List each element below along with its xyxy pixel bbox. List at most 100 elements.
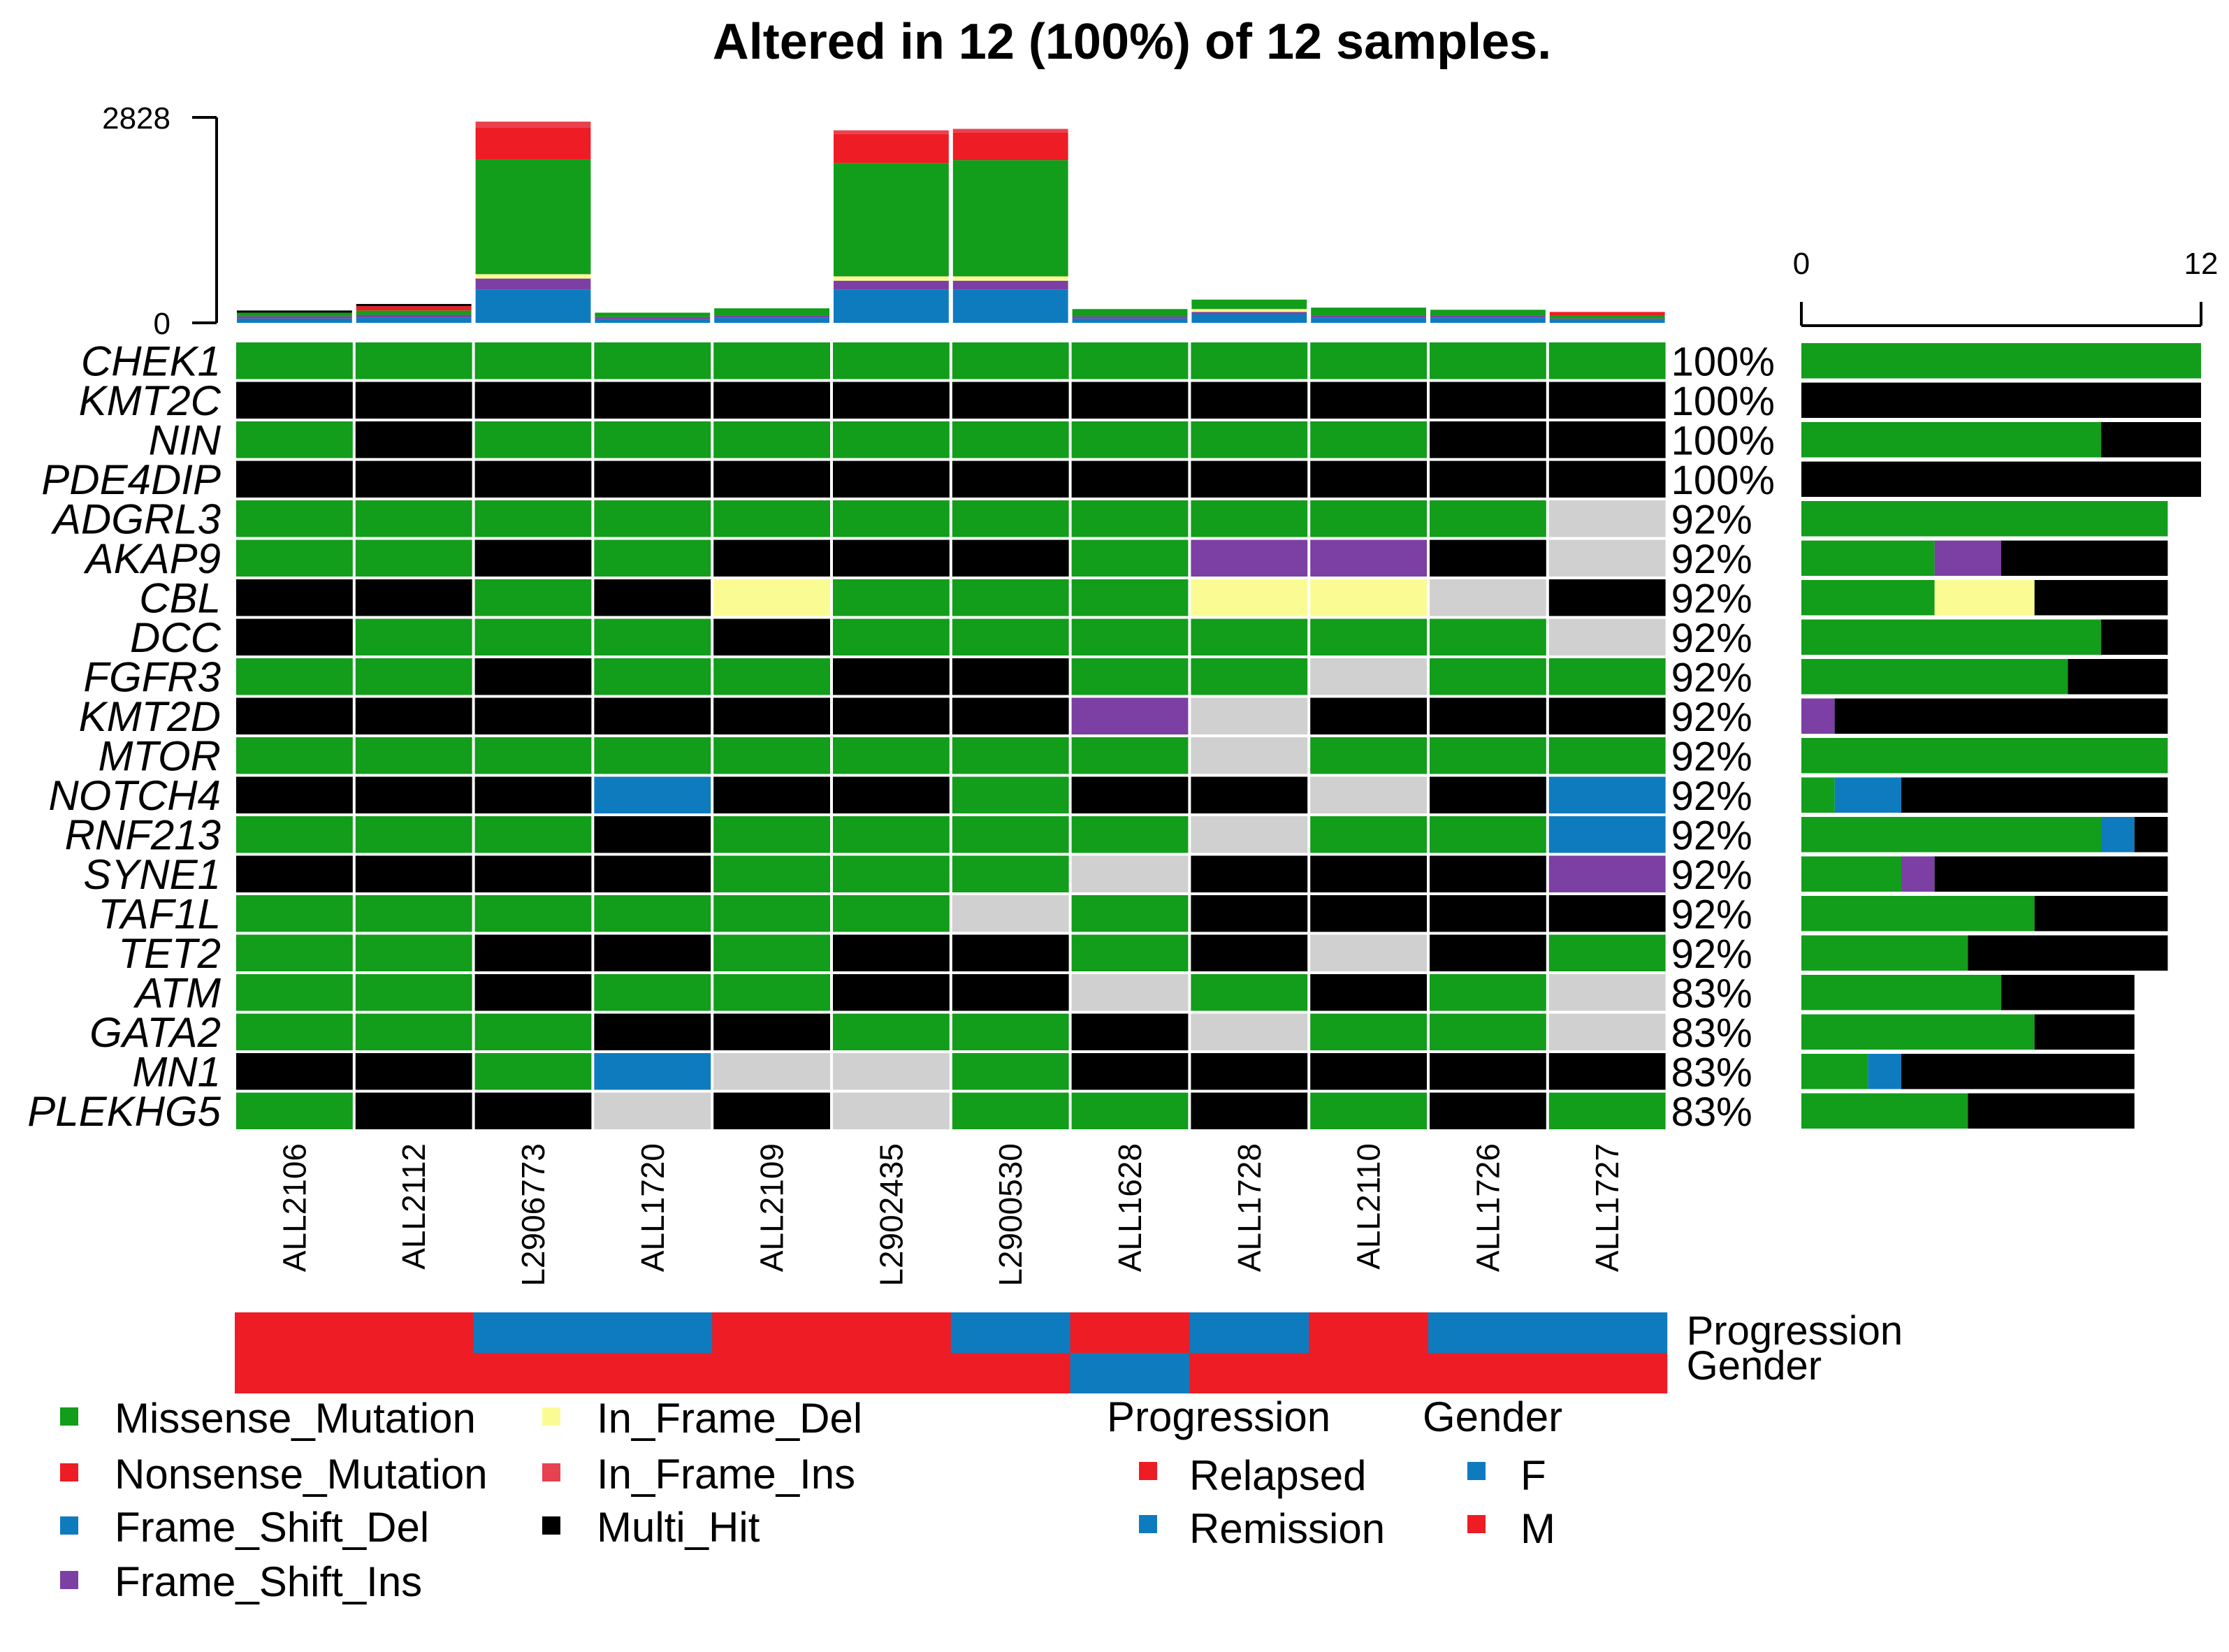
gene-bar-syne1-mh xyxy=(1934,856,2168,892)
cell-chek1-all1728 xyxy=(1191,342,1308,379)
cell-mn1-l2902435 xyxy=(833,1053,950,1090)
tmb-bar-all2112-fsi xyxy=(356,314,472,318)
gene-label-taf1l: TAF1L xyxy=(98,890,221,937)
tmb-axis: 2828 0 xyxy=(102,101,218,341)
tmb-bar-l2900530-fsd xyxy=(952,289,1068,323)
cell-atm-all2109 xyxy=(713,974,830,1011)
sample-label-all1727: ALL1727 xyxy=(1589,1143,1625,1272)
cell-tet2-all2112 xyxy=(355,934,472,971)
cell-atm-all2112 xyxy=(355,974,472,1011)
cell-tet2-l2902435 xyxy=(833,934,950,971)
tmb-bar-l2900530-ns xyxy=(952,132,1068,161)
gene-label-fgfr3: FGFR3 xyxy=(83,653,221,700)
cell-cbl-all1728 xyxy=(1191,579,1308,616)
percentage-label-mn1: 83% xyxy=(1671,1050,1752,1095)
cell-tet2-all2109 xyxy=(713,934,830,971)
cell-notch4-all2112 xyxy=(355,776,472,813)
percentage-label-kmt2c: 100% xyxy=(1671,379,1775,424)
tmb-bar-l2906773-ms xyxy=(475,159,591,275)
gene-label-mtor: MTOR xyxy=(98,732,221,779)
cell-chek1-l2900530 xyxy=(952,342,1069,379)
cell-rnf213-all1726 xyxy=(1430,816,1546,853)
gene-label-gata2: GATA2 xyxy=(89,1009,221,1056)
cell-mtor-all2109 xyxy=(713,737,830,774)
gene-bar-kmt2c-mh xyxy=(1801,382,2201,418)
gene-bar-nin-ms xyxy=(1801,422,2101,458)
cell-akap9-l2906773 xyxy=(474,539,592,577)
cell-taf1l-all2106 xyxy=(236,895,353,932)
cell-plekhg5-l2906773 xyxy=(474,1092,592,1129)
gene-bar-plekhg5-ms xyxy=(1801,1093,1968,1129)
gene-bar-fgfr3-mh xyxy=(2068,659,2168,695)
gender-all2112 xyxy=(354,1353,474,1393)
tmb-bar-all2112-ms xyxy=(356,310,472,315)
cell-adgrl3-all1728 xyxy=(1191,500,1308,537)
legend-swatch-in-frame-del xyxy=(542,1407,560,1426)
tmb-bar-l2906773-ifd xyxy=(475,274,591,279)
cell-taf1l-l2906773 xyxy=(474,895,592,932)
cell-rnf213-all2112 xyxy=(355,816,472,853)
cell-cbl-all1727 xyxy=(1548,579,1666,616)
cell-syne1-all2106 xyxy=(236,855,353,892)
cell-mtor-all2112 xyxy=(355,737,472,774)
sample-label-all1628: ALL1628 xyxy=(1112,1143,1148,1272)
gene-bar-akap9-ms xyxy=(1801,540,1935,576)
cell-tet2-all2110 xyxy=(1310,934,1427,971)
percentage-label-notch4: 92% xyxy=(1671,774,1752,819)
tmb-bar-l2902435-ns xyxy=(834,133,949,164)
gender-legend-title: Gender xyxy=(1423,1393,1562,1440)
cell-kmt2d-all2106 xyxy=(236,697,353,734)
cell-kmt2c-l2902435 xyxy=(833,382,950,419)
tmb-bar-all1727-fsd xyxy=(1549,319,1665,323)
cell-gata2-l2900530 xyxy=(952,1013,1069,1050)
cell-taf1l-all1628 xyxy=(1071,895,1189,932)
cell-cbl-all1726 xyxy=(1430,579,1546,616)
gene-bar-gata2-mh xyxy=(2034,1014,2135,1050)
cell-mn1-l2900530 xyxy=(952,1053,1069,1090)
percentage-label-adgrl3: 92% xyxy=(1671,497,1752,542)
cell-kmt2c-all1726 xyxy=(1430,382,1546,419)
cell-nin-l2900530 xyxy=(952,421,1069,458)
cell-notch4-l2906773 xyxy=(474,776,592,813)
gene-bar-atm-mh xyxy=(2001,975,2135,1010)
sample-label-l2900530: L2900530 xyxy=(992,1143,1029,1287)
gene-bar-tet2-mh xyxy=(1968,935,2168,971)
cell-kmt2c-all2106 xyxy=(236,382,353,419)
cell-adgrl3-all1720 xyxy=(594,500,711,537)
gene-bar-mn1-ms xyxy=(1801,1054,1868,1089)
cell-dcc-all1726 xyxy=(1430,618,1546,655)
progression-all2110 xyxy=(1309,1312,1429,1353)
gene-label-chek1: CHEK1 xyxy=(81,338,221,384)
cell-pde4dip-all2110 xyxy=(1310,461,1427,498)
cell-dcc-l2900530 xyxy=(952,618,1069,655)
cell-atm-all1628 xyxy=(1071,974,1189,1011)
cell-kmt2d-all1728 xyxy=(1191,697,1308,734)
cell-fgfr3-l2902435 xyxy=(833,658,950,695)
tmb-bar-all2110-fsd xyxy=(1311,317,1426,323)
cell-kmt2c-l2900530 xyxy=(952,382,1069,419)
tmb-bar-l2900530-fsi xyxy=(952,280,1068,290)
tmb-bar-all1727-ms xyxy=(1549,315,1665,319)
cell-kmt2d-all2112 xyxy=(355,697,472,734)
cell-chek1-all1727 xyxy=(1548,342,1666,379)
tmb-bar-l2902435-ms xyxy=(834,163,949,277)
percentage-label-rnf213: 92% xyxy=(1671,813,1752,858)
cell-rnf213-all1728 xyxy=(1191,816,1308,853)
cell-chek1-all2109 xyxy=(713,342,830,379)
cell-atm-all1720 xyxy=(594,974,711,1011)
gene-labels: CHEK1KMT2CNINPDE4DIPADGRL3AKAP9CBLDCCFGF… xyxy=(27,338,221,1135)
cell-plekhg5-all1720 xyxy=(594,1092,711,1129)
cell-fgfr3-all1628 xyxy=(1071,658,1189,695)
cell-taf1l-all1720 xyxy=(594,895,711,932)
gender-legend-label-f: F xyxy=(1520,1452,1546,1499)
cell-fgfr3-l2906773 xyxy=(474,658,592,695)
cell-mn1-all2112 xyxy=(355,1053,472,1090)
gene-label-pde4dip: PDE4DIP xyxy=(41,456,221,503)
annotation-legend: Progression Relapsed Remission Gender FM xyxy=(1107,1393,1562,1552)
gene-bar-chek1-ms xyxy=(1801,343,2201,379)
cell-fgfr3-all1727 xyxy=(1548,658,1666,695)
legend-swatch-frame-shift-del xyxy=(60,1516,78,1535)
cell-tet2-all2106 xyxy=(236,934,353,971)
cell-dcc-all1628 xyxy=(1071,618,1189,655)
